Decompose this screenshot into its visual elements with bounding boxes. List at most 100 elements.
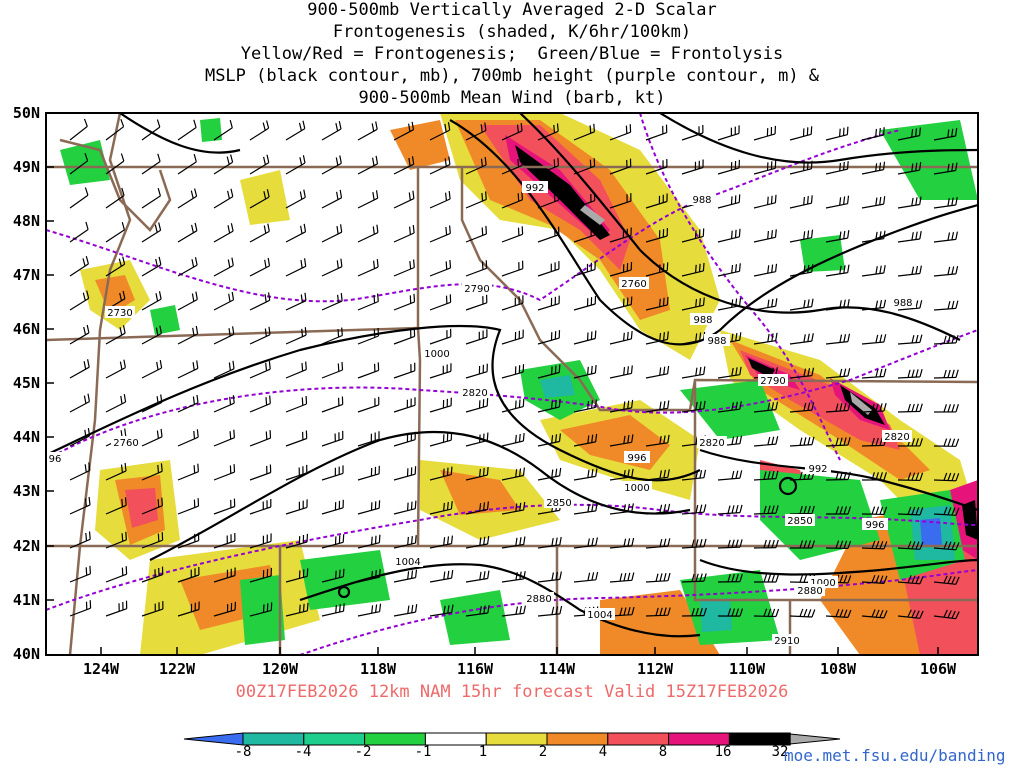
wind-barb xyxy=(789,333,814,345)
wind-barb xyxy=(645,572,671,583)
svg-text:2850: 2850 xyxy=(546,498,571,509)
credit-link[interactable]: moe.met.fsu.edu/banding xyxy=(784,746,1006,765)
wind-barb xyxy=(573,295,597,311)
mslp-label: 1000 xyxy=(422,347,452,360)
lon-label: 114W xyxy=(538,660,576,678)
wind-barb xyxy=(393,293,416,311)
svg-text:2760: 2760 xyxy=(113,438,138,449)
wind-barb xyxy=(681,573,707,583)
wind-barb xyxy=(321,568,345,583)
wind-barb xyxy=(429,432,453,447)
wind-barb xyxy=(825,195,850,209)
wind-barb xyxy=(897,127,921,141)
wind-barb xyxy=(897,403,923,413)
wind-barb xyxy=(249,120,270,141)
wind-barb xyxy=(69,565,91,583)
wind-barb xyxy=(249,499,272,515)
wind-barb xyxy=(825,299,850,311)
wind-barb xyxy=(429,535,453,549)
wind-barb xyxy=(249,567,272,583)
svg-text:2880: 2880 xyxy=(797,586,822,597)
wind-barb xyxy=(213,188,234,209)
wind-barb xyxy=(681,538,707,549)
wind-barb xyxy=(933,472,960,482)
colorbar-label: 32 xyxy=(771,744,789,760)
wind-barb xyxy=(465,604,490,617)
wind-barb xyxy=(501,467,525,481)
wind-barb xyxy=(141,188,161,209)
wind-barb xyxy=(933,541,960,551)
colorbar-label: 2 xyxy=(538,744,548,760)
wind-barb xyxy=(753,436,779,447)
wind-barb xyxy=(897,472,924,481)
wind-barb xyxy=(573,364,597,379)
wind-barb xyxy=(213,532,236,549)
lat-label: 45N xyxy=(12,374,40,392)
wind-barb xyxy=(429,363,452,379)
wind-barb xyxy=(501,501,526,515)
wind-barb xyxy=(609,227,632,243)
wind-barb xyxy=(609,330,633,345)
wind-barb xyxy=(465,536,490,549)
wind-barb xyxy=(105,600,128,617)
wind-barb xyxy=(285,533,308,549)
mslp-label: 96 xyxy=(47,452,63,465)
wind-barb xyxy=(861,574,888,584)
wind-barb xyxy=(933,196,958,209)
colorbar-segment xyxy=(728,732,791,746)
wind-barb xyxy=(537,571,562,583)
wind-barb xyxy=(501,191,523,209)
lat-label: 43N xyxy=(12,482,40,500)
wind-barb xyxy=(537,605,563,617)
wind-barb xyxy=(465,501,489,515)
lat-label: 40N xyxy=(12,645,40,663)
wind-barb xyxy=(213,223,234,243)
wind-barb xyxy=(177,601,200,617)
height-label: 2790 xyxy=(462,282,492,295)
colorbar-label: -8 xyxy=(234,744,252,760)
wind-barb xyxy=(573,158,596,175)
wind-barb xyxy=(321,465,344,481)
colorbar-label: -4 xyxy=(294,744,312,760)
wind-barb xyxy=(861,265,886,277)
wind-barb xyxy=(285,395,308,413)
wind-barb xyxy=(789,608,816,618)
wind-barb xyxy=(861,161,886,175)
lat-label: 41N xyxy=(12,591,40,609)
colorbar-label: -1 xyxy=(414,744,432,760)
wind-barb xyxy=(69,153,89,175)
wind-barb xyxy=(393,328,416,345)
wind-barb xyxy=(213,326,235,345)
wind-barb xyxy=(681,366,706,379)
wind-barb xyxy=(537,226,560,243)
lon-label: 108W xyxy=(819,660,857,678)
wind-barb xyxy=(357,431,380,447)
svg-text:2820: 2820 xyxy=(699,438,724,449)
wind-barb xyxy=(393,259,415,277)
wind-barb xyxy=(177,257,198,277)
wind-barb xyxy=(609,468,634,481)
wind-barb xyxy=(573,227,596,243)
wind-barb xyxy=(357,224,379,243)
wind-barb xyxy=(141,428,163,447)
wind-barb xyxy=(177,429,199,447)
wind-barb xyxy=(753,229,777,243)
wind-barb xyxy=(897,230,922,243)
wind-barb xyxy=(897,300,923,311)
wind-barb xyxy=(789,229,814,243)
svg-text:2730: 2730 xyxy=(107,308,132,319)
wind-barb xyxy=(645,296,669,311)
svg-text:996: 996 xyxy=(627,453,646,464)
mslp-label: 988 xyxy=(689,193,715,206)
wind-barb xyxy=(357,155,379,175)
wind-barb xyxy=(141,291,162,311)
height-label: 2820 xyxy=(882,430,912,443)
wind-barb xyxy=(537,261,560,277)
wind-barb xyxy=(249,361,271,379)
wind-barb xyxy=(465,191,487,209)
wind-barb xyxy=(933,609,960,620)
wind-barb xyxy=(357,465,380,481)
wind-barb xyxy=(177,188,198,209)
title-line-2: Frontogenesis (shaded, K/6hr/100km) xyxy=(332,22,692,42)
wind-barb xyxy=(285,430,308,447)
